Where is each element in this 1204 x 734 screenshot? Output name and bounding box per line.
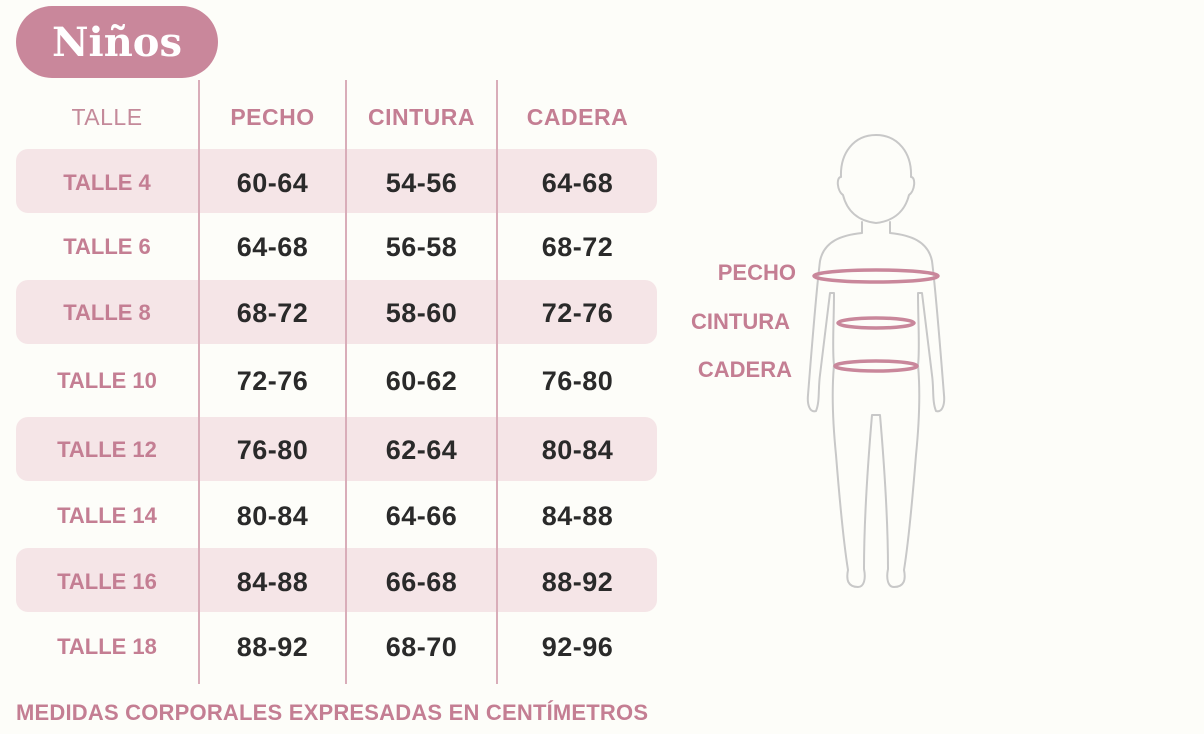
cintura-value: 66-68 xyxy=(385,567,458,597)
cintura-value: 58-60 xyxy=(385,298,458,328)
size-label: TALLE 16 xyxy=(57,569,157,594)
cintura-value: 64-66 xyxy=(385,501,458,531)
label-cadera: CADERA xyxy=(697,357,792,382)
row-band xyxy=(16,417,657,481)
measurement-note: MEDIDAS CORPORALES EXPRESADAS EN CENTÍME… xyxy=(16,700,649,725)
pecho-marker xyxy=(812,268,940,284)
size-label: TALLE 14 xyxy=(57,503,157,528)
row-band xyxy=(16,280,657,344)
cadera-value: 92-96 xyxy=(541,632,614,662)
header-pecho: PECHO xyxy=(230,104,315,130)
cadera-value: 80-84 xyxy=(541,435,614,465)
cintura-value: 62-64 xyxy=(385,435,458,465)
header-cintura: CINTURA xyxy=(368,104,475,130)
cadera-value: 72-76 xyxy=(541,298,614,328)
header-talle: TALLE xyxy=(71,104,143,130)
row-band xyxy=(16,548,657,612)
column-divider xyxy=(496,80,498,684)
cadera-value: 84-88 xyxy=(541,501,614,531)
body-outline xyxy=(806,221,946,588)
child-body-diagram xyxy=(806,134,946,588)
column-divider xyxy=(345,80,347,684)
header-cadera: CADERA xyxy=(526,104,629,130)
pecho-value: 60-64 xyxy=(236,168,309,198)
pecho-value: 76-80 xyxy=(236,435,309,465)
body-outline xyxy=(836,134,916,224)
column-divider xyxy=(198,80,200,684)
size-label: TALLE 6 xyxy=(63,234,151,259)
cadera-value: 68-72 xyxy=(541,232,614,262)
cadera-marker xyxy=(833,359,919,373)
cintura-value: 54-56 xyxy=(385,168,458,198)
label-pecho: PECHO xyxy=(717,260,796,285)
pecho-value: 64-68 xyxy=(236,232,309,262)
cadera-value: 88-92 xyxy=(541,567,614,597)
size-label: TALLE 18 xyxy=(57,634,157,659)
page-title: Niños xyxy=(16,6,218,78)
size-label: TALLE 10 xyxy=(57,368,157,393)
label-cintura: CINTURA xyxy=(691,309,790,334)
pecho-value: 72-76 xyxy=(236,366,309,396)
pecho-value: 80-84 xyxy=(236,501,309,531)
row-band xyxy=(16,149,657,213)
cintura-marker xyxy=(836,316,916,330)
cintura-value: 68-70 xyxy=(385,632,458,662)
cintura-value: 60-62 xyxy=(385,366,458,396)
pecho-value: 88-92 xyxy=(236,632,309,662)
size-label: TALLE 4 xyxy=(63,170,151,195)
cadera-value: 64-68 xyxy=(541,168,614,198)
cadera-value: 76-80 xyxy=(541,366,614,396)
size-label: TALLE 8 xyxy=(63,300,151,325)
cintura-value: 56-58 xyxy=(385,232,458,262)
pecho-value: 68-72 xyxy=(236,298,309,328)
size-label: TALLE 12 xyxy=(57,437,157,462)
pecho-value: 84-88 xyxy=(236,567,309,597)
